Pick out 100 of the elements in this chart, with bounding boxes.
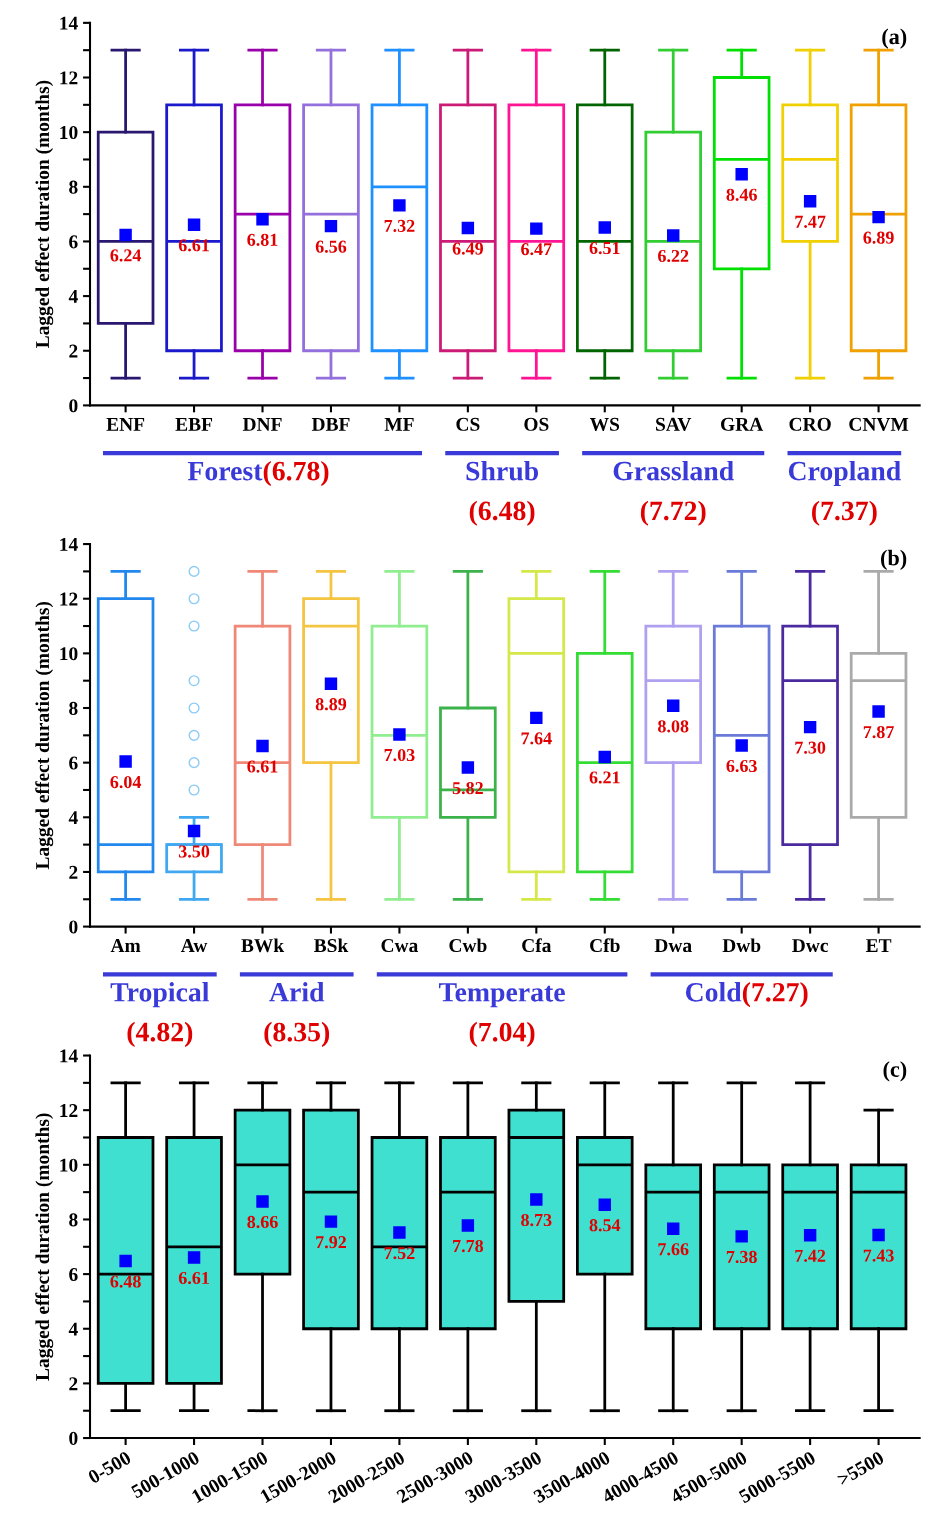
text: Temperate (439, 983, 565, 1008)
data-label: 7.30 (795, 741, 826, 754)
y-axis-title: Lagged effect duration (months) (35, 601, 54, 870)
y-tick-label: 8 (69, 180, 78, 194)
point (256, 1195, 269, 1208)
data-label: 7.43 (863, 1249, 894, 1262)
point (324, 219, 338, 233)
data-label: 6.63 (726, 759, 757, 773)
data-label: 6.04 (110, 775, 142, 789)
y-tick-label: 4 (68, 811, 78, 825)
point (187, 1251, 201, 1264)
data-label: 8.46 (726, 188, 757, 201)
point (667, 699, 680, 713)
text: Arid (269, 982, 325, 1002)
x-tick-label: CNVM (849, 417, 909, 431)
x-tick-label: Aw (180, 939, 208, 953)
x-tick-label: EBF (175, 417, 213, 431)
point (461, 1219, 475, 1232)
data-label: 8.89 (315, 698, 347, 711)
text: (7.72) (640, 500, 706, 526)
data-label: 7.42 (795, 1249, 826, 1262)
y-axis-title: Lagged effect duration (months) (35, 1113, 54, 1381)
data-label: 7.38 (726, 1250, 757, 1264)
y-tick-label: 10 (60, 647, 78, 661)
y-tick-label: 4 (68, 1322, 78, 1336)
y-tick-label: 10 (60, 1158, 78, 1172)
text: Grassland (613, 460, 734, 481)
data-label: 8.54 (589, 1219, 621, 1232)
y-tick-label: 2 (69, 865, 78, 879)
x-tick-label: OS (524, 417, 549, 431)
data-label: 6.22 (658, 249, 689, 263)
text: Cropland (788, 460, 901, 487)
x-tick-label: GRA (721, 417, 764, 431)
point (803, 720, 817, 734)
point (393, 728, 406, 741)
point (187, 824, 201, 838)
y-tick-label: 6 (69, 235, 78, 249)
data-label: 7.47 (795, 215, 826, 228)
point (393, 1226, 406, 1239)
point (119, 228, 132, 242)
x-tick-label: ENF (106, 417, 145, 431)
data-label: 6.89 (863, 231, 894, 244)
y-tick-label: 0 (69, 1431, 78, 1445)
point (119, 1254, 132, 1268)
point (667, 1222, 680, 1235)
y-tick-label: 6 (69, 1267, 78, 1282)
data-label: 3.50 (178, 845, 210, 858)
x-tick-label: ET (865, 939, 892, 952)
x-tick-label: BSk (313, 938, 349, 953)
x-tick-label: 0-500 (87, 1450, 132, 1485)
data-label: 6.56 (315, 240, 347, 253)
x-tick-label: CS (456, 417, 480, 431)
data-label: 7.87 (863, 725, 894, 739)
x-tick-label: MF (384, 417, 414, 431)
y-tick-label: 10 (60, 125, 78, 140)
y-tick-label: 14 (60, 1049, 78, 1063)
data-label: 8.66 (247, 1215, 278, 1229)
y-tick-label: 6 (69, 756, 78, 770)
point (872, 705, 885, 718)
point (735, 168, 748, 181)
x-tick-label: Cfa (522, 938, 552, 953)
data-label: 6.24 (110, 249, 142, 262)
y-tick-label: 14 (60, 537, 78, 551)
y-tick-label: 0 (69, 920, 78, 934)
data-label: 6.49 (452, 242, 484, 255)
point (119, 755, 132, 768)
y-tick-label: 12 (60, 592, 78, 606)
x-tick-label: DNF (242, 417, 282, 431)
y-tick-label: 12 (60, 71, 78, 85)
text: Tropical (110, 982, 210, 1008)
data-label: 7.52 (384, 1247, 415, 1260)
x-tick-label: Dwa (654, 939, 692, 953)
text: (6.78) (263, 460, 329, 487)
point (530, 711, 543, 725)
point (256, 213, 269, 226)
point (872, 210, 885, 224)
data-label: 6.47 (521, 243, 552, 256)
data-label: 6.61 (178, 1271, 209, 1285)
point (530, 222, 543, 235)
text: Shrub (466, 460, 539, 481)
y-tick-label: 2 (69, 344, 78, 358)
y-tick-label: 2 (69, 1377, 78, 1391)
data-label: 8.73 (521, 1213, 552, 1227)
text: Cold (685, 982, 742, 1002)
x-tick-label: Cfb (590, 938, 620, 953)
text: (7.04) (469, 1021, 535, 1048)
point (735, 1230, 748, 1243)
text: Forest (187, 461, 263, 481)
point (803, 195, 817, 208)
point (667, 229, 680, 242)
point (461, 761, 475, 774)
point (803, 1229, 817, 1242)
text: (4.82) (127, 1021, 193, 1048)
point (324, 677, 338, 690)
text: (7.27) (742, 982, 808, 1008)
y-tick-label: 14 (60, 16, 78, 30)
point (324, 1215, 338, 1228)
x-tick-label: BWk (241, 938, 285, 953)
point (461, 221, 475, 235)
point (598, 1198, 611, 1211)
